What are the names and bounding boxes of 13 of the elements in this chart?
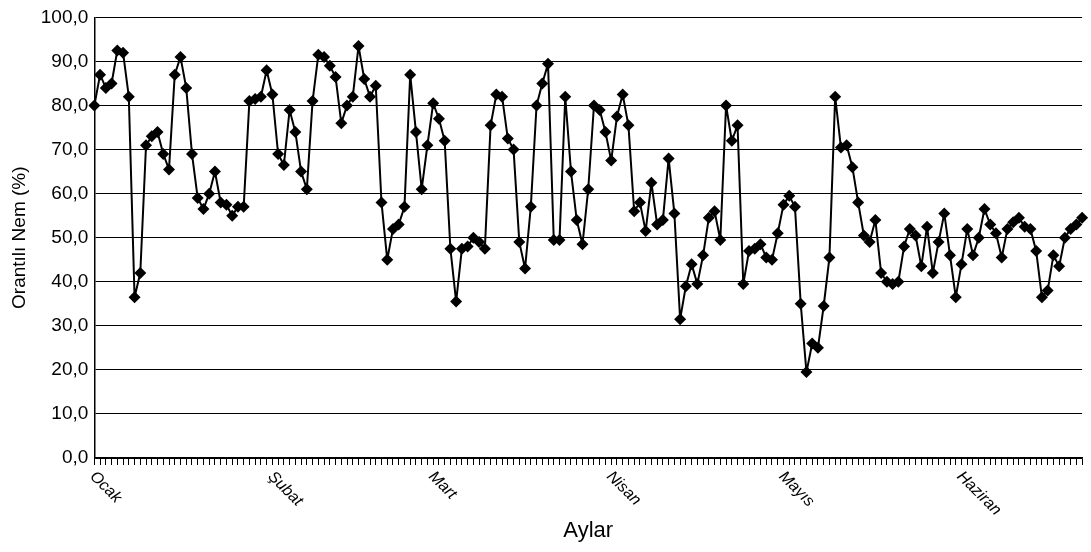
x-axis-title: Aylar	[563, 516, 614, 542]
y-tick-label: 70,0	[51, 137, 89, 159]
y-tick-label: 0,0	[61, 446, 89, 468]
y-tick-label: 50,0	[51, 225, 89, 247]
y-tick-label: 30,0	[51, 314, 89, 336]
y-axis-title: Orantılı Nem (%)	[7, 166, 29, 309]
y-tick-label: 10,0	[51, 402, 89, 424]
y-tick-label: 40,0	[51, 269, 89, 291]
y-tick-label: 80,0	[51, 93, 89, 115]
y-tick-label: 90,0	[51, 49, 89, 71]
y-tick-label: 60,0	[51, 181, 89, 203]
y-tick-label: 100,0	[40, 5, 89, 27]
y-tick-label: 20,0	[51, 358, 89, 380]
